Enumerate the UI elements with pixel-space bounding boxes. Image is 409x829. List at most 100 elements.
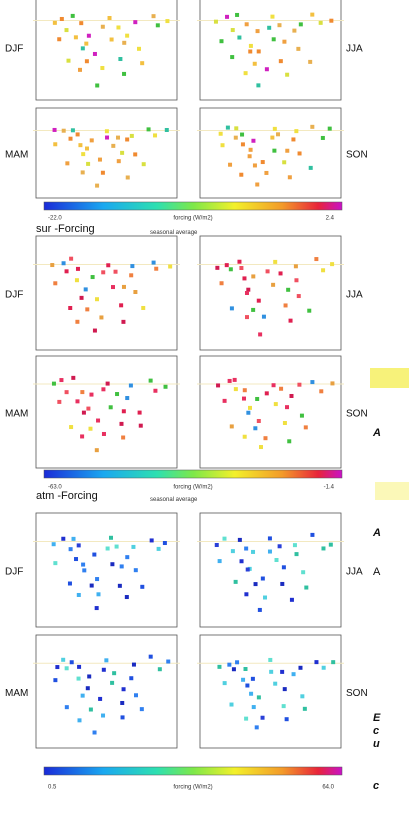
map-dot [293,264,298,269]
map-dot [88,426,93,431]
side-fragment: E [373,712,381,724]
map-dot [80,46,85,51]
map-dot [80,434,85,439]
map-dot [67,581,72,586]
map-dot [68,136,73,141]
map-dot [276,132,281,137]
map-dot [108,405,113,410]
map-dot [84,59,89,64]
map-dot [302,706,307,711]
map-dot [291,137,296,142]
map-dot [244,716,249,721]
map-dot [251,307,256,312]
map-dot [282,39,287,44]
map-dot [53,561,58,566]
map-dot [146,127,151,132]
map-dot [92,730,97,735]
map-panel [199,512,342,628]
map-dot [243,666,248,671]
map-dot [133,152,138,157]
season-label: DJF [5,567,23,578]
map-dot [164,127,169,132]
map-dot [321,665,326,670]
map-dot [157,667,162,672]
map-dot [74,278,79,283]
map-dot [156,546,161,551]
map-dot [87,674,92,679]
map-dot [148,378,153,383]
map-dot [229,306,234,311]
map-dot [319,389,324,394]
map-dot [314,257,319,262]
map-dot [85,307,90,312]
map-dot [74,557,79,562]
map-dot [61,657,66,662]
map-dot [100,66,105,71]
map-dot [257,607,262,612]
map-dot [125,175,130,180]
colorbar-min: -63.0 [48,485,62,491]
map-dot [237,35,242,40]
map-dot [267,25,272,30]
map-dot [89,138,94,143]
map-dot [251,138,256,143]
map-dot [289,597,294,602]
map-dot [155,23,160,28]
map-dot [75,399,80,404]
map-dot [279,386,284,391]
map-dot [104,129,109,134]
map-dot [139,707,144,712]
map-dot [86,406,91,411]
map-dot [277,23,282,28]
map-dot [57,399,62,404]
map-dot [287,175,292,180]
map-dot [95,577,100,582]
season-label: MAM [5,688,28,699]
map-dot [282,160,287,165]
map-dot [76,543,81,548]
map-dot [151,14,156,19]
map-dot [141,162,146,167]
block-title: atm -Forcing [36,490,98,502]
map-dot [239,172,244,177]
season-label: JJA [346,290,363,301]
map-dot [247,154,252,159]
map-dot [272,148,277,153]
map-dot [296,294,301,299]
map-dot [75,132,80,137]
map-dot [261,314,266,319]
map-dot [79,21,84,26]
season-label: MAM [5,409,28,420]
map-dot [118,57,123,62]
map-dot [121,435,126,440]
map-dot [98,696,103,701]
map-dot [270,14,275,19]
map-dot [52,20,57,25]
map-dot [134,693,139,698]
map-dot [292,543,297,548]
map-dot [253,426,258,431]
map-dot [273,259,278,264]
map-dot [310,12,315,17]
map-dot [217,664,222,669]
map-dot [99,315,104,320]
map-dot [285,148,290,153]
map-dot [229,424,234,429]
map-dot [114,544,119,549]
map-dot [280,669,285,674]
map-dot [124,595,129,600]
map-dot [249,691,254,696]
map-dot [53,142,58,147]
map-dot [75,266,80,271]
map-dot [260,160,265,165]
map-dot [119,303,124,308]
map-dot [258,445,263,450]
map-dot [131,544,136,549]
map-dot [79,295,84,300]
map-dot [151,260,156,265]
map-dot [273,402,278,407]
map-dot [256,49,261,54]
map-dot [85,686,90,691]
map-dot [64,390,69,395]
